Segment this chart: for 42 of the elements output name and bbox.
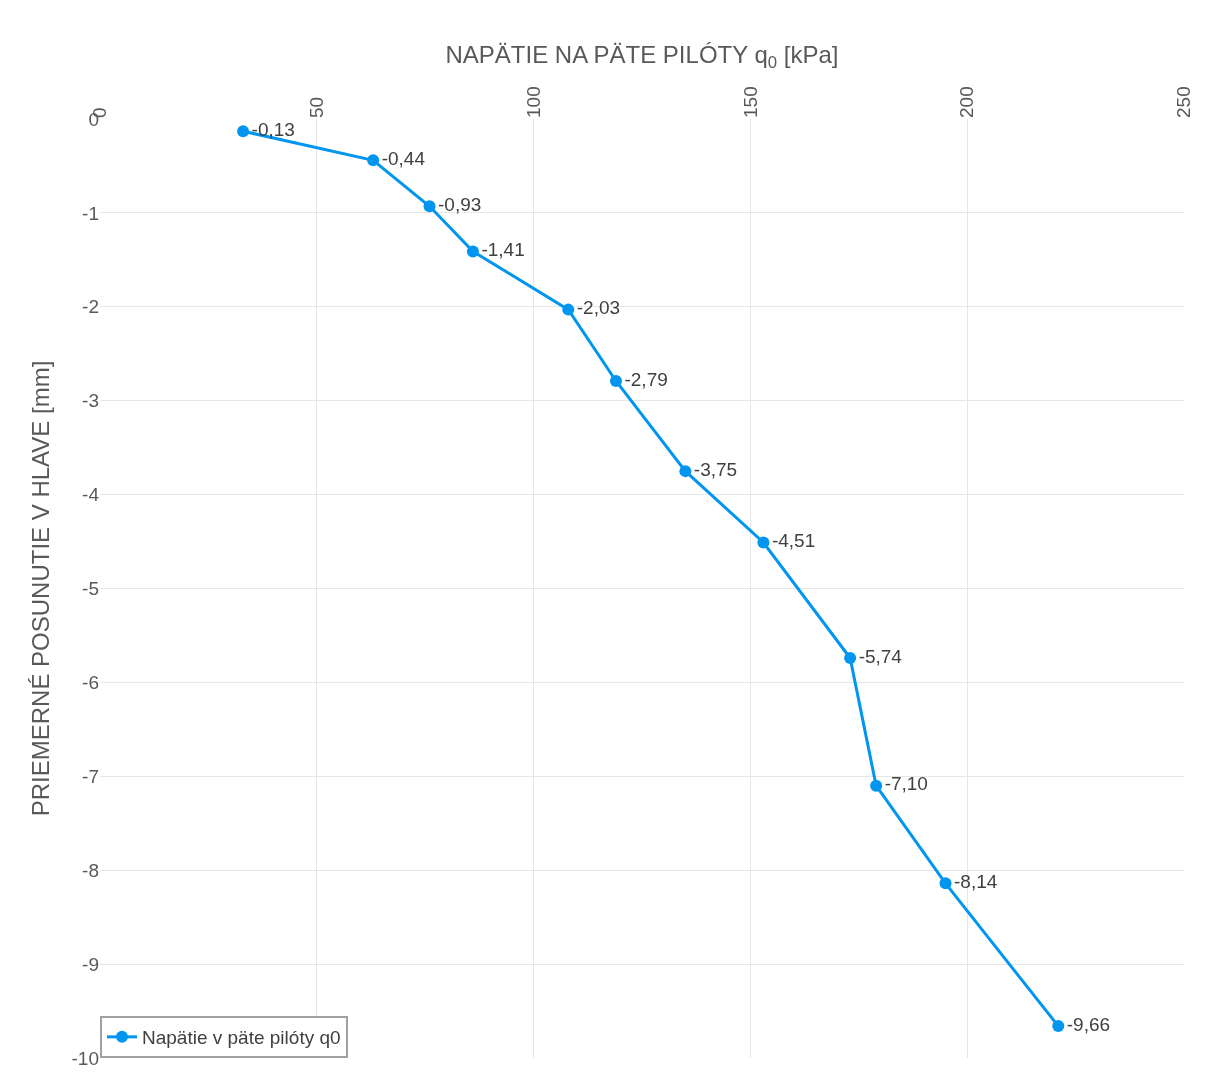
data-label: -3,75 bbox=[693, 458, 738, 480]
data-label: -1,41 bbox=[481, 239, 525, 261]
point bbox=[562, 303, 575, 316]
data-label: -8,14 bbox=[954, 871, 998, 893]
x-tick-label: 200 bbox=[956, 86, 978, 118]
point bbox=[757, 536, 770, 549]
data-label: -0,93 bbox=[438, 194, 482, 216]
data-label: -9,66 bbox=[1066, 1013, 1111, 1035]
data-label: -0,13 bbox=[251, 118, 295, 140]
x-axis-title: NAPÄTIE NA PÄTE PILÓTY q$_{0}$ [kPa] bbox=[445, 41, 839, 73]
x-tick-label: 250 bbox=[1173, 86, 1195, 118]
data-label: -2,79 bbox=[624, 368, 668, 390]
y-tick-label: -10 bbox=[71, 1047, 99, 1069]
data-label: -5,74 bbox=[858, 645, 903, 667]
legend-label: Napätie v päte pilóty q0 bbox=[142, 1027, 341, 1049]
y-tick-label: -7 bbox=[82, 765, 99, 787]
point bbox=[466, 245, 479, 258]
data-label: -4,51 bbox=[771, 530, 816, 552]
y-tick-label: -1 bbox=[82, 202, 99, 224]
y-tick-label: -9 bbox=[82, 953, 99, 975]
y-tick-label: -5 bbox=[82, 578, 99, 600]
x-tick-label: 150 bbox=[739, 86, 761, 118]
point bbox=[237, 125, 250, 138]
data-label: -0,44 bbox=[381, 148, 426, 170]
point bbox=[844, 651, 857, 664]
point bbox=[679, 465, 692, 478]
y-tick-label: -4 bbox=[82, 484, 100, 506]
point bbox=[367, 154, 380, 167]
data-label: -7,10 bbox=[884, 773, 928, 795]
point bbox=[423, 200, 436, 213]
point bbox=[870, 779, 883, 792]
x-tick-label: 100 bbox=[522, 86, 544, 118]
y-tick-label: -3 bbox=[82, 390, 99, 412]
x-tick-label: 50 bbox=[305, 96, 327, 118]
y-tick-label: -2 bbox=[82, 296, 99, 318]
point bbox=[609, 374, 622, 387]
data-label: -2,03 bbox=[576, 297, 621, 319]
point bbox=[1052, 1020, 1065, 1033]
point bbox=[939, 877, 952, 890]
y-axis-title: PRIEMERNÉ POSUNUTIE V HLAVE [mm] bbox=[26, 360, 54, 817]
y-tick-label: -8 bbox=[82, 859, 99, 881]
y-tick-label: -6 bbox=[82, 672, 99, 694]
